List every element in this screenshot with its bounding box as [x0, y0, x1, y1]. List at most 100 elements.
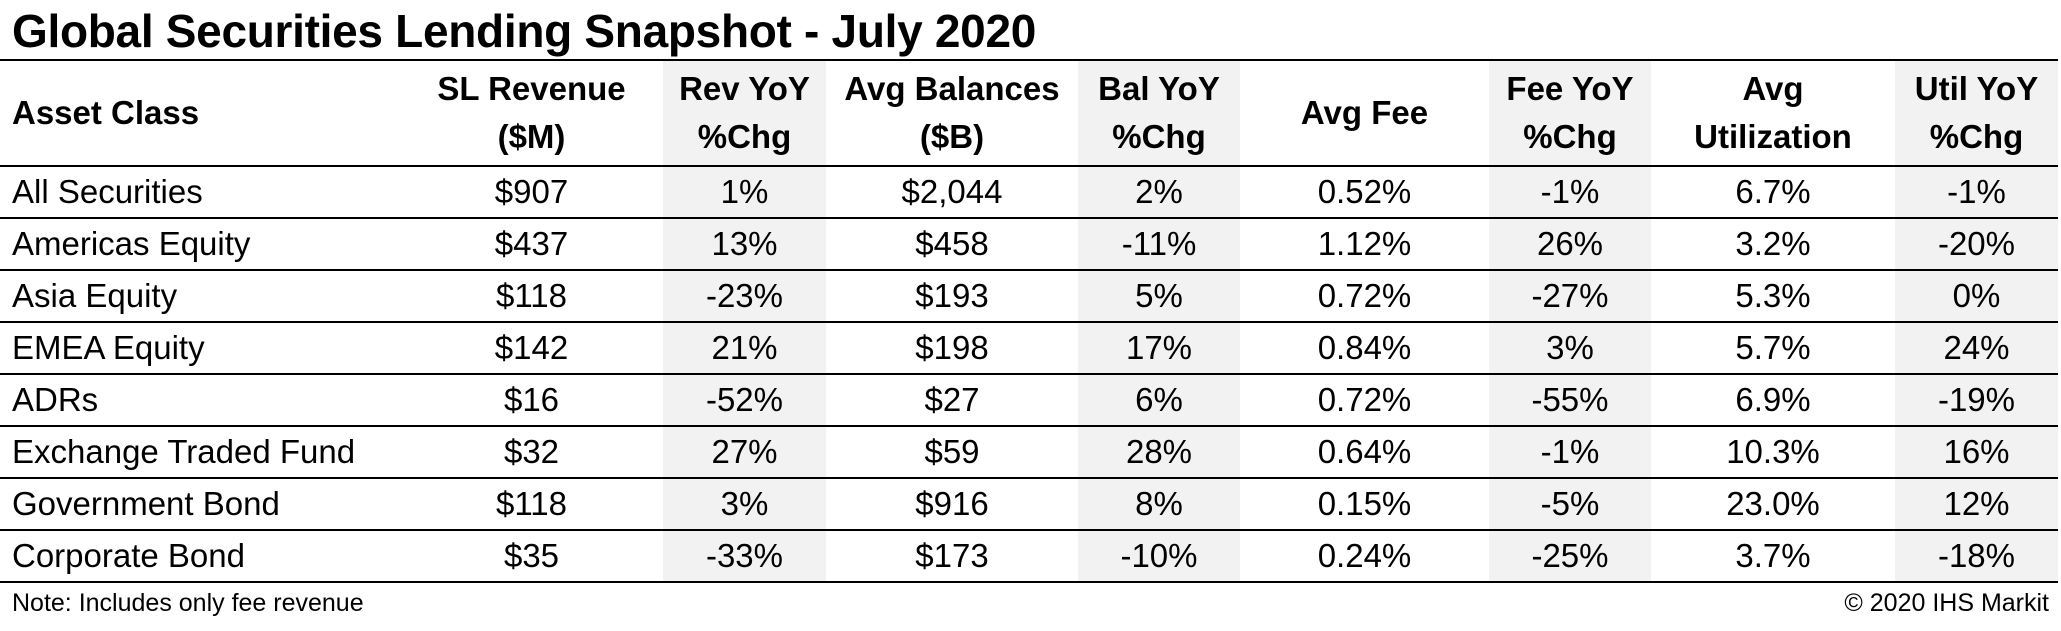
- header-label-line2: %Chg: [1112, 118, 1206, 155]
- table-row: Corporate Bond $35 -33% $173 -10% 0.24% …: [0, 530, 2058, 583]
- cell-sl-revenue: $118: [400, 478, 663, 531]
- cell-fee-yoy: -1%: [1489, 166, 1651, 219]
- header-avg-utilization: Avg Utilization: [1651, 60, 1895, 166]
- cell-fee-yoy: -27%: [1489, 270, 1651, 323]
- cell-rev-yoy: 27%: [663, 426, 826, 479]
- cell-fee-yoy: -55%: [1489, 374, 1651, 427]
- cell-fee-yoy: -1%: [1489, 426, 1651, 479]
- cell-rev-yoy: 21%: [663, 322, 826, 375]
- table-row: Americas Equity $437 13% $458 -11% 1.12%…: [0, 218, 2058, 271]
- cell-avg-utilization: 3.2%: [1651, 218, 1895, 271]
- header-label-line1: SL Revenue: [437, 70, 626, 107]
- cell-fee-yoy: 26%: [1489, 218, 1651, 271]
- cell-avg-fee: 0.84%: [1240, 322, 1489, 375]
- cell-asset-class: Exchange Traded Fund: [0, 426, 400, 479]
- cell-fee-yoy: -25%: [1489, 530, 1651, 583]
- header-label-line2: %Chg: [1523, 118, 1617, 155]
- cell-sl-revenue: $437: [400, 218, 663, 271]
- cell-asset-class: Corporate Bond: [0, 530, 400, 583]
- cell-rev-yoy: 13%: [663, 218, 826, 271]
- cell-sl-revenue: $32: [400, 426, 663, 479]
- cell-avg-utilization: 6.7%: [1651, 166, 1895, 219]
- cell-avg-balances: $59: [826, 426, 1078, 479]
- cell-asset-class: Government Bond: [0, 478, 400, 531]
- cell-asset-class: Asia Equity: [0, 270, 400, 323]
- table-row: ADRs $16 -52% $27 6% 0.72% -55% 6.9% -19…: [0, 374, 2058, 427]
- header-label: Avg Fee: [1300, 94, 1429, 131]
- cell-avg-balances: $916: [826, 478, 1078, 531]
- cell-bal-yoy: 8%: [1078, 478, 1240, 531]
- header-bal-yoy: Bal YoY %Chg: [1078, 60, 1240, 166]
- cell-bal-yoy: 6%: [1078, 374, 1240, 427]
- cell-rev-yoy: -52%: [663, 374, 826, 427]
- cell-fee-yoy: 3%: [1489, 322, 1651, 375]
- header-label-line2: Utilization: [1694, 118, 1852, 155]
- cell-util-yoy: 16%: [1895, 426, 2058, 479]
- header-label-line1: Bal YoY: [1098, 70, 1220, 107]
- header-fee-yoy: Fee YoY %Chg: [1489, 60, 1651, 166]
- cell-bal-yoy: -11%: [1078, 218, 1240, 271]
- cell-avg-balances: $27: [826, 374, 1078, 427]
- cell-rev-yoy: -23%: [663, 270, 826, 323]
- header-label-line1: Fee YoY: [1506, 70, 1634, 107]
- cell-sl-revenue: $118: [400, 270, 663, 323]
- header-sl-revenue: SL Revenue ($M): [400, 60, 663, 166]
- header-label-line2: %Chg: [1929, 118, 2024, 155]
- cell-avg-balances: $193: [826, 270, 1078, 323]
- cell-util-yoy: -20%: [1895, 218, 2058, 271]
- cell-util-yoy: 12%: [1895, 478, 2058, 531]
- header-avg-balances: Avg Balances ($B): [826, 60, 1078, 166]
- footnote: Note: Includes only fee revenue: [12, 589, 364, 617]
- cell-rev-yoy: 1%: [663, 166, 826, 219]
- cell-avg-fee: 1.12%: [1240, 218, 1489, 271]
- header-util-yoy: Util YoY %Chg: [1895, 60, 2058, 166]
- cell-fee-yoy: -5%: [1489, 478, 1651, 531]
- cell-asset-class: EMEA Equity: [0, 322, 400, 375]
- cell-rev-yoy: -33%: [663, 530, 826, 583]
- cell-avg-utilization: 5.3%: [1651, 270, 1895, 323]
- cell-bal-yoy: 2%: [1078, 166, 1240, 219]
- header-rev-yoy: Rev YoY %Chg: [663, 60, 826, 166]
- table-header: Asset Class SL Revenue ($M) Rev YoY %Chg A…: [0, 60, 2058, 166]
- cell-avg-fee: 0.24%: [1240, 530, 1489, 583]
- cell-asset-class: ADRs: [0, 374, 400, 427]
- cell-asset-class: All Securities: [0, 166, 400, 219]
- header-label: Asset Class: [12, 94, 200, 131]
- cell-sl-revenue: $907: [400, 166, 663, 219]
- table-row: Asia Equity $118 -23% $193 5% 0.72% -27%…: [0, 270, 2058, 323]
- cell-avg-utilization: 5.7%: [1651, 322, 1895, 375]
- cell-avg-fee: 0.52%: [1240, 166, 1489, 219]
- header-label-line2: %Chg: [697, 118, 792, 155]
- cell-avg-balances: $458: [826, 218, 1078, 271]
- cell-rev-yoy: 3%: [663, 478, 826, 531]
- header-row: Asset Class SL Revenue ($M) Rev YoY %Chg A…: [0, 60, 2058, 166]
- header-asset-class: Asset Class: [0, 60, 400, 166]
- header-label-line1: Util YoY: [1914, 70, 2039, 107]
- table-body: All Securities $907 1% $2,044 2% 0.52% -…: [0, 166, 2058, 583]
- copyright-notice: © 2020 IHS Markit: [1844, 589, 2049, 617]
- cell-bal-yoy: 5%: [1078, 270, 1240, 323]
- header-label-line2: ($M): [497, 118, 566, 155]
- header-label-line2: ($B): [919, 118, 985, 155]
- cell-avg-fee: 0.72%: [1240, 270, 1489, 323]
- cell-bal-yoy: 17%: [1078, 322, 1240, 375]
- cell-avg-balances: $173: [826, 530, 1078, 583]
- cell-util-yoy: -1%: [1895, 166, 2058, 219]
- table-row: Government Bond $118 3% $916 8% 0.15% -5…: [0, 478, 2058, 531]
- cell-util-yoy: 0%: [1895, 270, 2058, 323]
- cell-avg-utilization: 6.9%: [1651, 374, 1895, 427]
- cell-util-yoy: -18%: [1895, 530, 2058, 583]
- cell-avg-utilization: 10.3%: [1651, 426, 1895, 479]
- page-title: Global Securities Lending Snapshot - Jul…: [12, 5, 1037, 57]
- cell-util-yoy: 24%: [1895, 322, 2058, 375]
- cell-avg-balances: $198: [826, 322, 1078, 375]
- cell-asset-class: Americas Equity: [0, 218, 400, 271]
- cell-avg-balances: $2,044: [826, 166, 1078, 219]
- cell-sl-revenue: $142: [400, 322, 663, 375]
- cell-util-yoy: -19%: [1895, 374, 2058, 427]
- header-label-line1: Avg Balances: [844, 70, 1060, 107]
- cell-avg-utilization: 23.0%: [1651, 478, 1895, 531]
- cell-bal-yoy: 28%: [1078, 426, 1240, 479]
- table-row: All Securities $907 1% $2,044 2% 0.52% -…: [0, 166, 2058, 219]
